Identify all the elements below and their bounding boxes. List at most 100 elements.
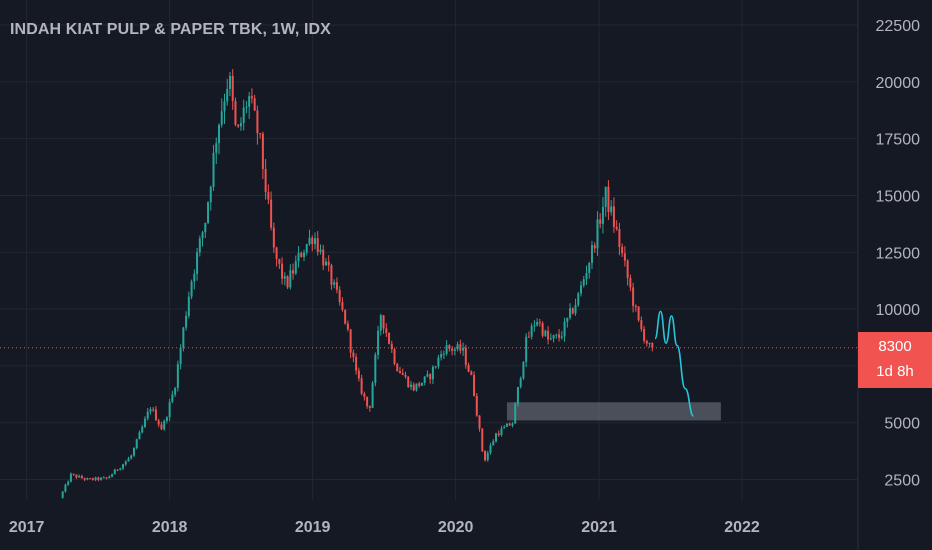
candle-body xyxy=(451,348,454,351)
candle-body xyxy=(313,238,316,245)
candle-body xyxy=(492,441,495,446)
candle xyxy=(198,235,201,257)
candle-body xyxy=(552,335,555,339)
candle xyxy=(349,328,352,359)
candle-body xyxy=(152,409,155,411)
candle-body xyxy=(640,320,643,330)
candle xyxy=(61,491,64,499)
candle-body xyxy=(629,277,632,288)
x-tick-label[interactable]: 2021 xyxy=(581,519,617,536)
candle xyxy=(179,344,182,370)
candle xyxy=(182,326,185,352)
candle-body xyxy=(399,371,402,374)
candle-body xyxy=(558,334,561,338)
candle-body xyxy=(124,461,127,465)
candle xyxy=(415,383,418,392)
candle xyxy=(505,423,508,427)
support-zone[interactable] xyxy=(506,402,721,421)
candle xyxy=(160,421,163,431)
x-tick-label[interactable]: 2020 xyxy=(438,519,474,536)
candle-body xyxy=(473,374,476,396)
candle xyxy=(220,98,223,128)
candle xyxy=(634,304,637,312)
candle xyxy=(585,265,588,285)
y-tick-label[interactable]: 15000 xyxy=(876,188,921,205)
candle-body xyxy=(368,406,371,408)
candle-body xyxy=(571,308,574,314)
x-axis-ticks[interactable]: 2017 2018 2019 2020 2021 2022 xyxy=(9,519,760,536)
candle-body xyxy=(67,481,70,485)
y-tick-label[interactable]: 17500 xyxy=(876,132,921,149)
candle-body xyxy=(122,464,125,469)
candle xyxy=(346,320,349,332)
candle-body xyxy=(275,247,278,259)
candle-body xyxy=(423,376,426,383)
candle-body xyxy=(357,370,360,379)
x-tick-label[interactable]: 2019 xyxy=(295,519,331,536)
x-tick-label[interactable]: 2022 xyxy=(724,519,760,536)
candle-body xyxy=(69,473,72,482)
candle-body xyxy=(223,101,226,112)
candle-body xyxy=(346,323,349,330)
candle xyxy=(503,424,506,429)
candle xyxy=(437,354,440,369)
y-tick-label[interactable]: 5000 xyxy=(884,416,920,433)
candle xyxy=(519,376,522,389)
candle xyxy=(525,333,528,367)
x-tick-label[interactable]: 2017 xyxy=(9,519,45,536)
candle xyxy=(489,442,492,455)
candle-body xyxy=(193,273,196,282)
candle xyxy=(338,286,341,306)
candle-body xyxy=(363,393,366,397)
projection-drawing[interactable] xyxy=(654,310,695,417)
candle xyxy=(231,69,234,110)
candle xyxy=(335,277,338,294)
candle xyxy=(341,297,344,312)
candle xyxy=(555,333,558,339)
candle-body xyxy=(212,152,215,187)
candle xyxy=(511,422,514,428)
y-tick-label[interactable]: 2500 xyxy=(884,473,920,490)
candle-body xyxy=(308,237,311,245)
candle-body xyxy=(385,328,388,333)
candle xyxy=(204,222,207,238)
y-tick-label[interactable]: 12500 xyxy=(876,245,921,262)
candle xyxy=(311,235,314,252)
candle xyxy=(237,124,240,128)
candle-body xyxy=(154,409,157,421)
y-axis-ticks[interactable]: 2500500075001000012500150001750020000225… xyxy=(876,18,921,490)
candle xyxy=(264,159,267,200)
candle xyxy=(566,317,569,328)
candle xyxy=(168,398,171,422)
candle xyxy=(588,261,591,279)
candle-body xyxy=(245,106,248,108)
candle-body xyxy=(569,308,572,318)
candle-body xyxy=(286,276,289,288)
candle xyxy=(154,406,157,421)
candle xyxy=(549,333,552,341)
candle-body xyxy=(536,322,539,326)
candle-body xyxy=(481,428,484,452)
y-tick-label[interactable]: 10000 xyxy=(876,302,921,319)
candle xyxy=(86,477,89,481)
y-tick-label[interactable]: 20000 xyxy=(876,75,921,92)
candle xyxy=(533,320,536,332)
candle-body xyxy=(514,404,517,424)
candle xyxy=(270,191,273,231)
candle-body xyxy=(547,330,550,340)
candle-body xyxy=(75,474,78,478)
candle-body xyxy=(541,323,544,336)
candle xyxy=(250,88,253,104)
candle-body xyxy=(335,282,338,290)
candle-body xyxy=(366,396,369,407)
candle-body xyxy=(182,327,185,348)
candle xyxy=(401,368,404,376)
candle-body xyxy=(371,382,374,408)
candle xyxy=(193,269,196,290)
x-tick-label[interactable]: 2018 xyxy=(152,519,188,536)
candle-body xyxy=(105,477,108,479)
candle-body xyxy=(330,265,333,285)
y-tick-label[interactable]: 22500 xyxy=(876,18,921,35)
